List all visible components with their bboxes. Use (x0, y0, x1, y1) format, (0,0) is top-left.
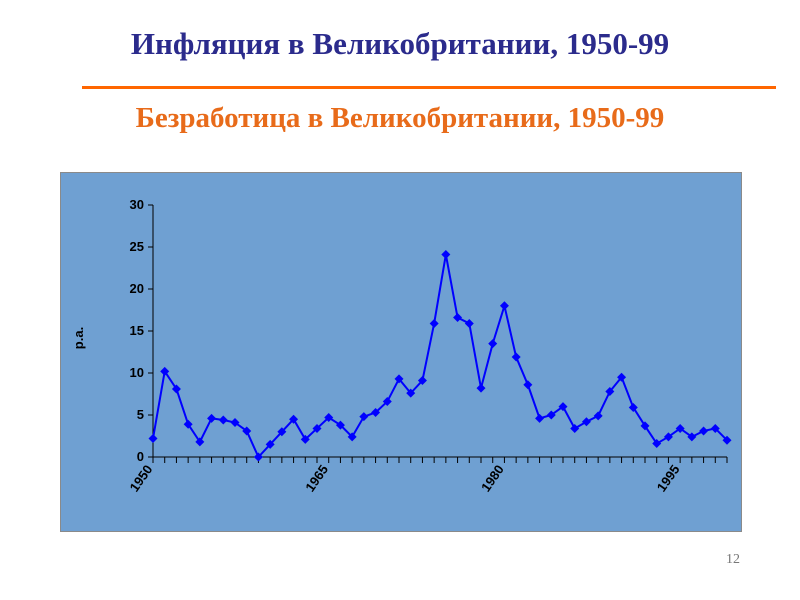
data-point (394, 374, 404, 384)
slide-subtitle: Безработица в Великобритании, 1950-99 (135, 102, 665, 134)
data-point (617, 372, 627, 382)
slide-title: Инфляция в Великобритании, 1950-99 (130, 26, 670, 61)
y-tick-label: 10 (130, 365, 144, 380)
data-point (359, 412, 369, 422)
y-tick-label: 30 (130, 197, 144, 212)
data-point (312, 423, 322, 433)
data-point (183, 419, 193, 429)
line-chart: 0 5 10 15 20 25 30 1950 1965 1980 1995 p.a. (71, 197, 732, 494)
data-point (593, 411, 603, 421)
y-tick-label: 15 (130, 323, 144, 338)
slide-number: 12 (726, 552, 740, 567)
data-point (300, 434, 310, 444)
data-point (546, 410, 556, 420)
title-divider (82, 86, 776, 89)
data-point (640, 421, 650, 431)
chart-panel: 0 5 10 15 20 25 30 1950 1965 1980 1995 p.a. (60, 172, 742, 532)
data-point (441, 250, 451, 260)
data-point (476, 383, 486, 393)
data-point (347, 432, 357, 442)
data-point (570, 423, 580, 433)
data-point (371, 407, 381, 417)
data-point (195, 437, 205, 447)
x-axis: 1950 1965 1980 1995 (127, 456, 728, 494)
data-point (160, 366, 170, 376)
data-point (511, 352, 521, 362)
data-point (265, 439, 275, 449)
data-point (699, 426, 709, 436)
data-point (675, 423, 685, 433)
data-point (488, 339, 498, 349)
data-point (605, 386, 615, 396)
series-line (152, 254, 728, 459)
data-point (523, 380, 533, 390)
data-point (417, 376, 427, 386)
series-group (148, 250, 732, 462)
data-point (253, 452, 263, 462)
x-tick-label: 1995 (654, 462, 683, 494)
x-tick-label: 1980 (478, 462, 507, 494)
data-point (277, 427, 287, 437)
data-point (289, 414, 299, 424)
data-point (335, 420, 345, 430)
data-point (324, 413, 334, 423)
data-point (406, 388, 416, 398)
data-point (453, 313, 463, 323)
x-tick-label: 1965 (302, 462, 331, 494)
y-axis-title: p.a. (71, 327, 86, 349)
data-point (230, 418, 240, 428)
data-point (687, 432, 697, 442)
data-point (710, 423, 720, 433)
y-axis: 0 5 10 15 20 25 30 (130, 197, 154, 464)
data-point (464, 318, 474, 328)
data-point (558, 402, 568, 412)
data-point (171, 384, 181, 394)
x-tick-label: 1950 (127, 462, 156, 494)
data-point (242, 426, 252, 436)
data-point (429, 318, 439, 328)
data-point (207, 413, 217, 423)
data-point (148, 434, 158, 444)
y-tick-label: 20 (130, 281, 144, 296)
data-point (218, 415, 228, 425)
data-point (382, 397, 392, 407)
data-point (722, 435, 732, 445)
data-point (535, 413, 545, 423)
data-point (652, 439, 662, 449)
data-point (663, 432, 673, 442)
y-tick-label: 0 (137, 449, 144, 464)
data-point (628, 402, 638, 412)
y-tick-label: 5 (137, 407, 144, 422)
y-tick-label: 25 (130, 239, 144, 254)
data-point (499, 301, 509, 311)
data-point (581, 417, 591, 427)
